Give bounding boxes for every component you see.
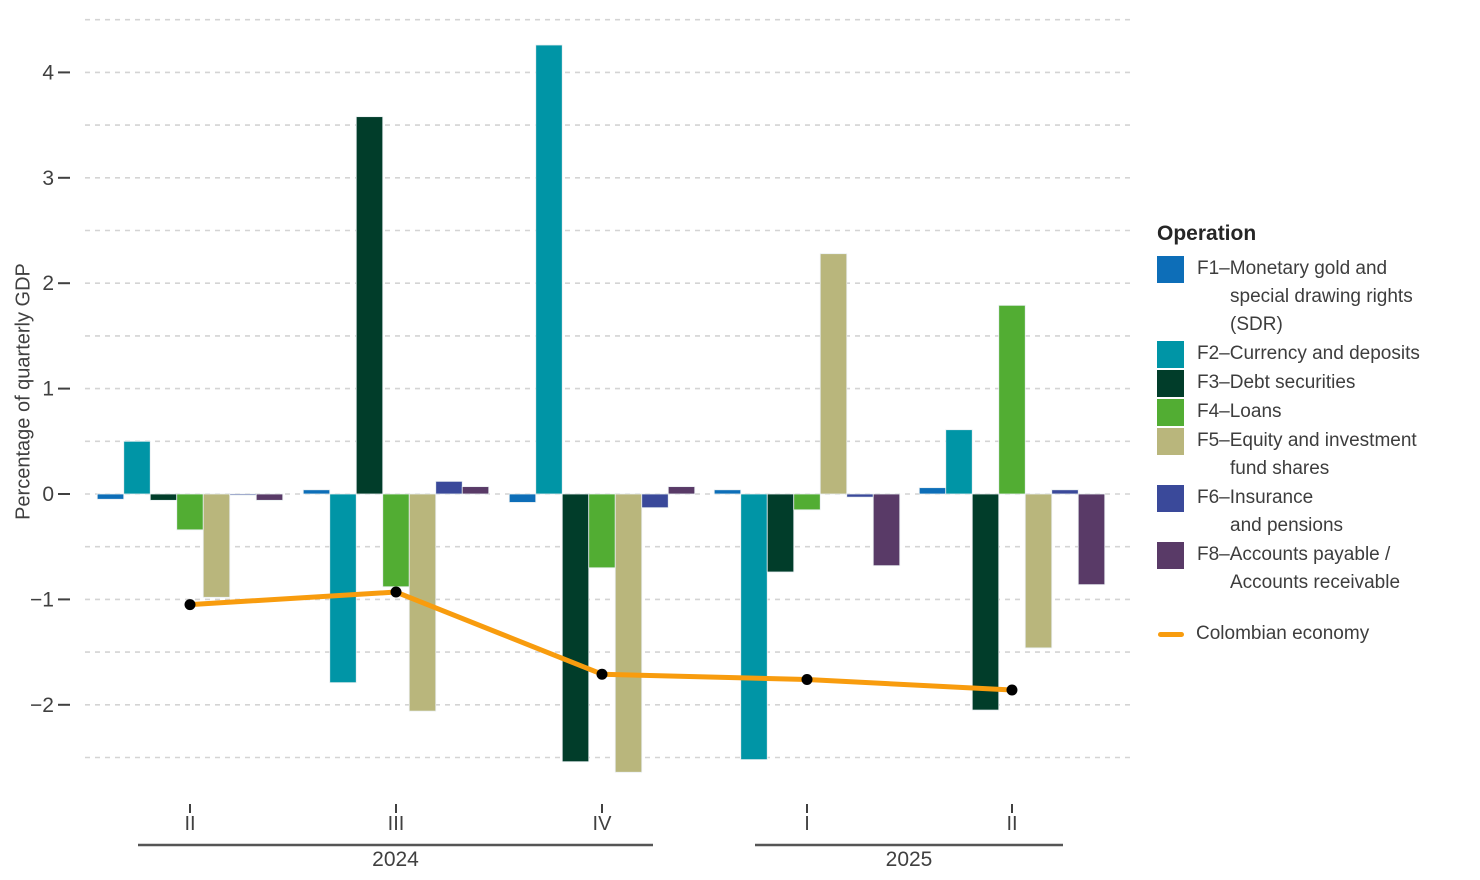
bar-f2-2024-iii xyxy=(329,493,357,684)
legend-label-f3: F3–Debt securities xyxy=(1197,372,1356,393)
legend-item-f2: F2–Currency and deposits xyxy=(1157,340,1477,368)
bar-f8-2024-iii xyxy=(461,486,490,495)
bar-f5-2025-i xyxy=(819,253,848,495)
y-tick-label: 3 xyxy=(42,167,54,190)
bar-f5-2025-ii xyxy=(1024,493,1053,649)
legend-label-f1: F1–Monetary gold and special drawing righ… xyxy=(1197,258,1413,335)
year-label: 2024 xyxy=(372,848,419,871)
quarter-label: I xyxy=(804,813,810,835)
y-tick-label: 1 xyxy=(42,378,54,401)
bar-f2-2025-ii xyxy=(945,429,973,495)
legend-swatch-f6 xyxy=(1157,485,1184,512)
bar-f4-2024-iii xyxy=(382,493,410,588)
y-tick-label: 2 xyxy=(42,272,54,295)
bar-f3-2025-i xyxy=(766,493,795,573)
legend-swatch-f2 xyxy=(1157,341,1184,368)
bar-f3-2025-ii xyxy=(971,493,1000,711)
economy-line-swatch-icon xyxy=(1158,631,1184,637)
legend-item-f4: F4–Loans xyxy=(1157,398,1477,426)
y-tick-label: 0 xyxy=(42,483,54,506)
legend-title: Operation xyxy=(1157,222,1257,245)
legend-label-f6: F6–Insurance and pensions xyxy=(1197,487,1344,536)
bar-f6-2025-i xyxy=(846,493,874,498)
legend-item-f8: F8–Accounts payable / Accounts receivable xyxy=(1157,541,1477,597)
y-tick-label: −2 xyxy=(30,694,54,717)
bar-f2-2025-i xyxy=(740,493,768,761)
legend-swatch-f1 xyxy=(1157,256,1184,283)
legend-label-f5: F5–Equity and investment fund shares xyxy=(1197,430,1417,479)
bar-f6-2025-ii xyxy=(1051,489,1079,495)
economy-point xyxy=(596,668,608,680)
legend-item-f3: F3–Debt securities xyxy=(1157,369,1477,397)
y-tick-label: 4 xyxy=(42,61,54,84)
bar-f5-2024-iv xyxy=(614,493,643,773)
legend-label-f8: F8–Accounts payable / Accounts receivable xyxy=(1197,544,1401,593)
bar-f1-2024-ii xyxy=(96,493,125,500)
bar-f4-2024-ii xyxy=(176,493,204,531)
bar-f1-2025-ii xyxy=(918,487,947,495)
bar-f4-2024-iv xyxy=(588,493,616,569)
bar-f8-2024-iv xyxy=(667,486,696,495)
bar-f8-2025-ii xyxy=(1077,493,1106,586)
bar-f6-2024-iv xyxy=(641,493,669,509)
quarter-label: II xyxy=(184,813,195,835)
bar-f1-2025-i xyxy=(713,489,742,495)
legend-items: F1–Monetary gold and special drawing righ… xyxy=(1157,255,1477,597)
economy-point xyxy=(801,674,813,686)
bar-f6-2024-ii xyxy=(229,493,257,496)
bar-f8-2025-i xyxy=(872,493,901,567)
legend-swatch-f8 xyxy=(1157,542,1184,569)
economy-point xyxy=(1006,684,1018,696)
bar-f6-2024-iii xyxy=(435,480,463,495)
bar-f1-2024-iii xyxy=(302,489,331,495)
bar-f4-2025-ii xyxy=(998,304,1026,495)
bar-f1-2024-iv xyxy=(508,493,537,503)
bar-f2-2024-ii xyxy=(123,440,151,495)
bar-f3-2024-iii xyxy=(355,116,384,495)
bar-f5-2024-ii xyxy=(202,493,231,598)
legend: Operation F1–Monetary gold and special dr… xyxy=(1157,222,1477,645)
legend-label-f2: F2–Currency and deposits xyxy=(1197,343,1420,364)
bar-f3-2024-ii xyxy=(149,493,178,501)
bar-f8-2024-ii xyxy=(255,493,284,501)
bar-f2-2024-iv xyxy=(535,44,563,495)
legend-swatch-f5 xyxy=(1157,428,1184,455)
economy-point xyxy=(184,599,196,611)
quarter-label: IV xyxy=(593,813,613,835)
legend-item-f1: F1–Monetary gold and special drawing righ… xyxy=(1157,255,1477,339)
legend-swatch-f4 xyxy=(1157,399,1184,426)
y-tick-label: −1 xyxy=(30,588,54,611)
legend-item-f5: F5–Equity and investment fund shares xyxy=(1157,427,1477,483)
legend-label-f4: F4–Loans xyxy=(1197,401,1282,422)
quarter-label: II xyxy=(1006,813,1017,835)
bar-f3-2024-iv xyxy=(561,493,590,763)
economy-point xyxy=(390,586,402,598)
bar-f4-2025-i xyxy=(793,493,821,511)
legend-item-f6: F6–Insurance and pensions xyxy=(1157,484,1477,540)
year-label: 2025 xyxy=(886,848,933,871)
y-axis-title: Percentage of quarterly GDP xyxy=(12,263,35,520)
legend-item-economy-line: Colombian economy xyxy=(1157,623,1477,645)
quarter-label: III xyxy=(388,813,405,835)
economy-line-label: Colombian economy xyxy=(1196,623,1370,644)
legend-swatch-f3 xyxy=(1157,370,1184,397)
